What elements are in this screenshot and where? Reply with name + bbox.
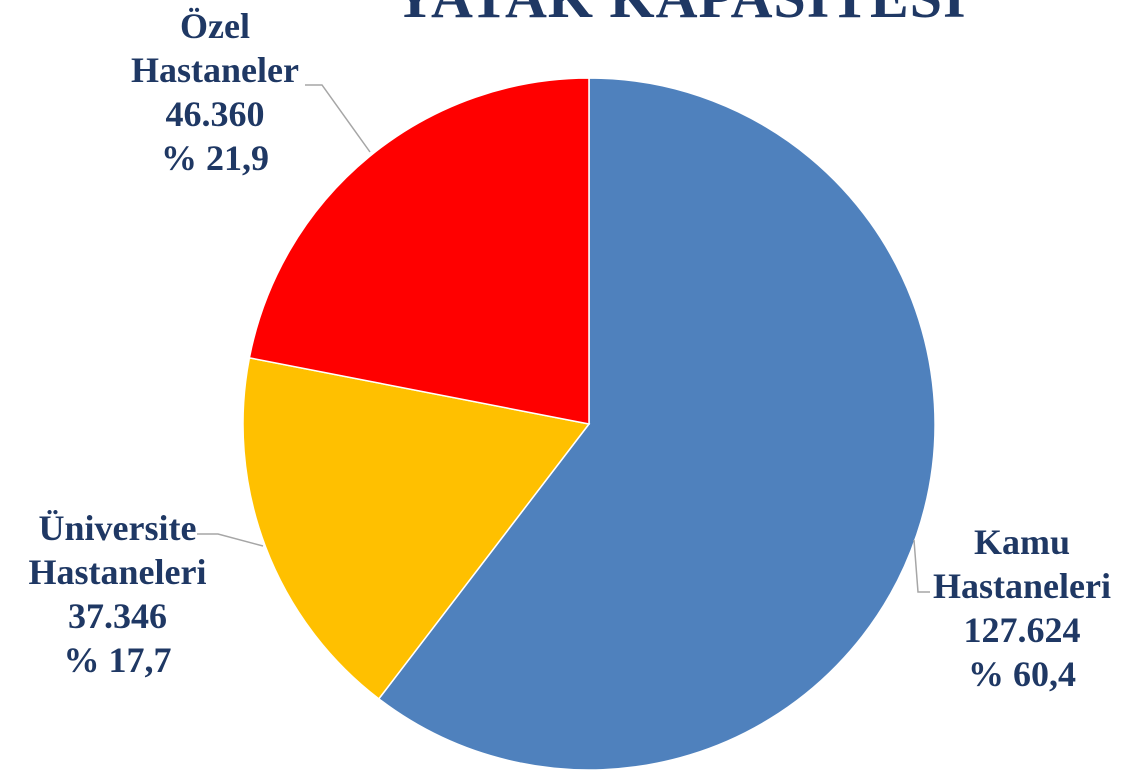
leader-line-universite	[197, 533, 264, 547]
slice-label-name-line: Kamu	[973, 522, 1070, 562]
slice-label-ozel: Özel Hastaneler 46.360 % 21,9	[120, 4, 310, 180]
leader-line-ozel	[305, 84, 371, 153]
slice-percent-label: % 60,4	[968, 654, 1076, 694]
slice-value-label: 46.360	[165, 94, 265, 134]
slice-value-label: 127.624	[963, 610, 1081, 650]
slice-value-label: 37.346	[68, 596, 167, 636]
pie-slice-kamu	[377, 77, 936, 771]
pie-slice-ozel	[248, 77, 590, 425]
slice-label-kamu: Kamu Hastaneleri 127.624 % 60,4	[908, 520, 1136, 696]
chart-title: YATAK KAPASİTESİ	[380, 0, 980, 31]
slice-label-name-line: Hastaneler	[131, 50, 299, 90]
slice-label-name-line: Özel	[180, 6, 250, 46]
slice-label-name-line: Hastaneleri	[933, 566, 1111, 606]
slice-label-name-line: Hastaneleri	[28, 552, 207, 592]
leader-line-kamu	[913, 539, 930, 593]
slice-percent-label: % 21,9	[161, 138, 269, 178]
slice-label-name-line: Üniversite	[38, 508, 197, 548]
slice-label-universite: Üniversite Hastaneleri 37.346 % 17,7	[0, 506, 235, 682]
slice-percent-label: % 17,7	[63, 640, 172, 680]
pie-slice-universite	[242, 356, 591, 700]
